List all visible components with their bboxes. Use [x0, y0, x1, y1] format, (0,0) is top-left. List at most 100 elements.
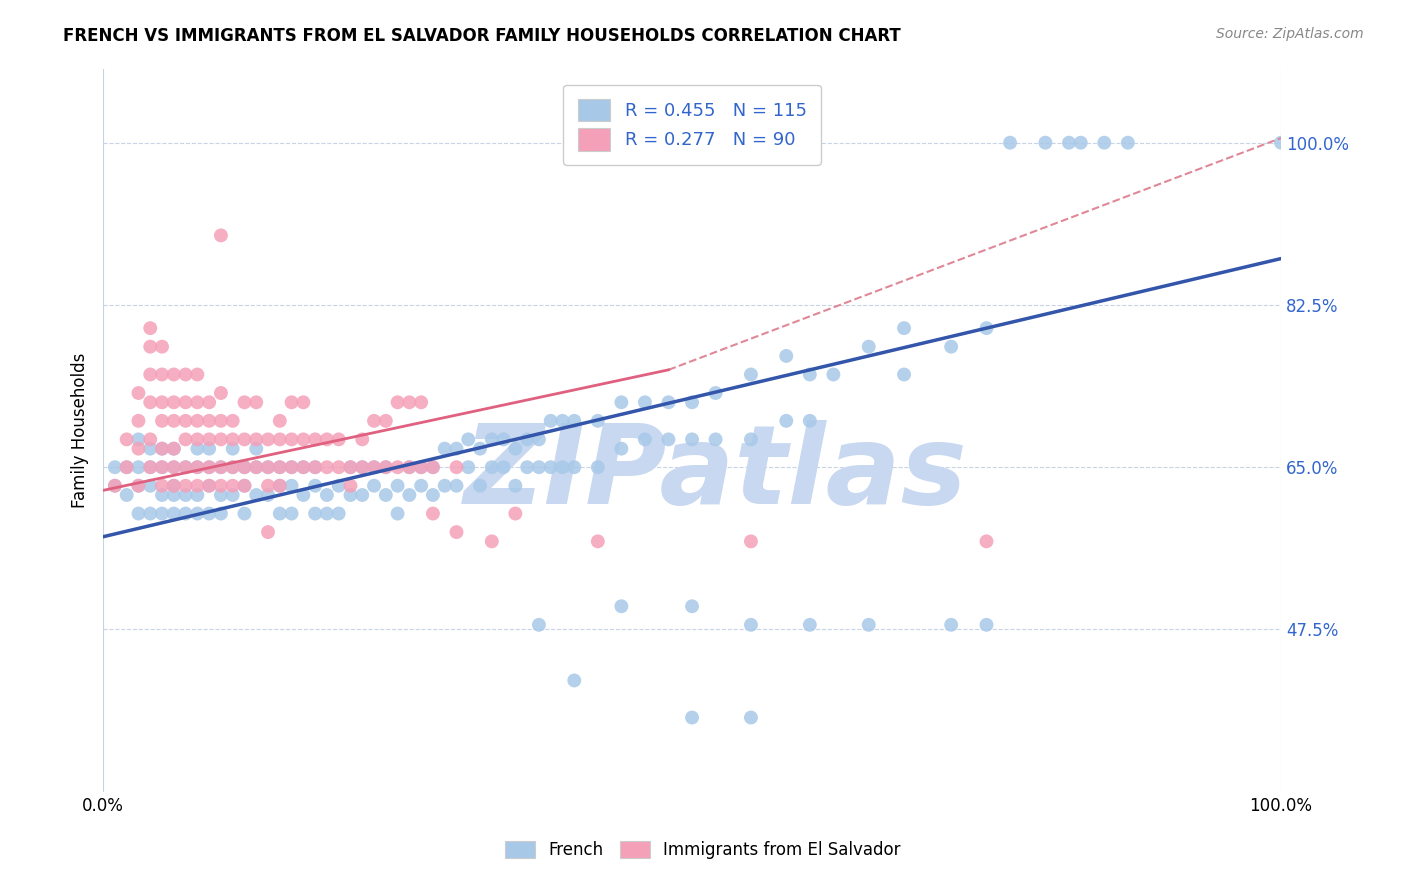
Point: [139, 395, 162, 409]
Point: [163, 368, 186, 382]
Point: [610, 395, 633, 409]
Point: [433, 479, 456, 493]
Point: [352, 488, 374, 502]
Point: [704, 433, 727, 447]
Point: [1116, 136, 1139, 150]
Point: [527, 617, 550, 632]
Point: [740, 534, 762, 549]
Point: [411, 460, 433, 475]
Point: [209, 433, 232, 447]
Point: [411, 479, 433, 493]
Point: [304, 433, 326, 447]
Point: [257, 433, 280, 447]
Point: [163, 442, 186, 456]
Point: [1035, 136, 1057, 150]
Point: [209, 414, 232, 428]
Point: [657, 395, 679, 409]
Point: [150, 340, 173, 354]
Point: [139, 368, 162, 382]
Point: [150, 460, 173, 475]
Point: [316, 507, 339, 521]
Point: [422, 460, 444, 475]
Point: [540, 414, 562, 428]
Point: [127, 414, 149, 428]
Point: [505, 442, 527, 456]
Point: [139, 507, 162, 521]
Point: [998, 136, 1021, 150]
Point: [198, 479, 221, 493]
Point: [328, 507, 350, 521]
Point: [893, 368, 915, 382]
Point: [233, 507, 256, 521]
Y-axis label: Family Households: Family Households: [72, 352, 89, 508]
Point: [411, 460, 433, 475]
Point: [174, 460, 197, 475]
Point: [163, 460, 186, 475]
Point: [339, 488, 361, 502]
Point: [374, 460, 396, 475]
Point: [221, 414, 243, 428]
Point: [562, 460, 585, 475]
Point: [328, 479, 350, 493]
Point: [139, 460, 162, 475]
Point: [104, 479, 127, 493]
Point: [127, 507, 149, 521]
Point: [257, 488, 280, 502]
Point: [186, 433, 208, 447]
Point: [823, 368, 845, 382]
Point: [174, 433, 197, 447]
Point: [163, 395, 186, 409]
Point: [740, 617, 762, 632]
Point: [127, 479, 149, 493]
Point: [209, 460, 232, 475]
Point: [104, 479, 127, 493]
Point: [387, 479, 409, 493]
Point: [586, 534, 609, 549]
Point: [209, 507, 232, 521]
Point: [163, 507, 186, 521]
Text: FRENCH VS IMMIGRANTS FROM EL SALVADOR FAMILY HOUSEHOLDS CORRELATION CHART: FRENCH VS IMMIGRANTS FROM EL SALVADOR FA…: [63, 27, 901, 45]
Point: [221, 488, 243, 502]
Point: [139, 433, 162, 447]
Point: [363, 479, 385, 493]
Point: [257, 460, 280, 475]
Point: [104, 460, 127, 475]
Point: [174, 488, 197, 502]
Point: [245, 433, 267, 447]
Point: [1070, 136, 1092, 150]
Point: [352, 460, 374, 475]
Point: [941, 340, 963, 354]
Point: [280, 460, 302, 475]
Point: [481, 433, 503, 447]
Point: [186, 442, 208, 456]
Point: [150, 507, 173, 521]
Point: [292, 460, 315, 475]
Point: [681, 395, 703, 409]
Point: [304, 479, 326, 493]
Point: [198, 460, 221, 475]
Point: [127, 479, 149, 493]
Point: [398, 488, 420, 502]
Point: [209, 228, 232, 243]
Point: [209, 488, 232, 502]
Point: [457, 460, 479, 475]
Point: [127, 386, 149, 401]
Point: [292, 488, 315, 502]
Point: [374, 460, 396, 475]
Point: [316, 488, 339, 502]
Point: [280, 479, 302, 493]
Point: [681, 599, 703, 614]
Point: [198, 395, 221, 409]
Point: [150, 442, 173, 456]
Point: [245, 460, 267, 475]
Point: [233, 460, 256, 475]
Point: [1270, 136, 1292, 150]
Point: [139, 479, 162, 493]
Point: [198, 479, 221, 493]
Point: [363, 460, 385, 475]
Point: [316, 460, 339, 475]
Text: ZIPatlas: ZIPatlas: [464, 420, 967, 527]
Point: [328, 433, 350, 447]
Point: [139, 321, 162, 335]
Point: [339, 460, 361, 475]
